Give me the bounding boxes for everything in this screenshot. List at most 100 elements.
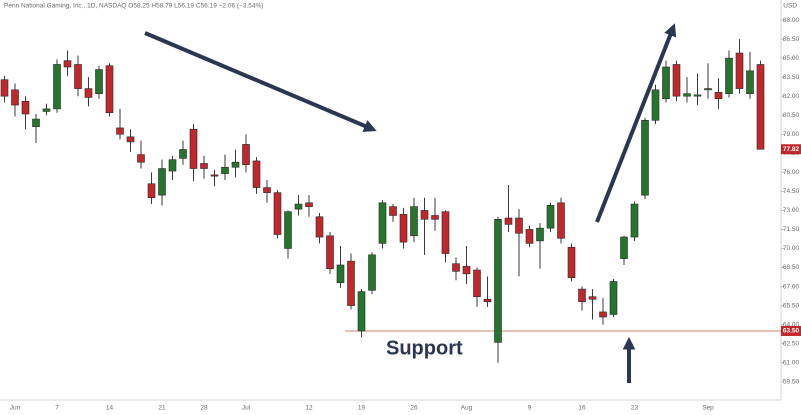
y-tick-label: 73.00 — [783, 207, 800, 214]
candle-body — [242, 144, 250, 166]
candle-body — [221, 166, 229, 174]
candle-body — [567, 246, 576, 278]
candle-body — [546, 205, 555, 229]
candle-body — [420, 210, 429, 220]
y-tick-label: 61.00 — [783, 359, 800, 366]
candle-body — [336, 264, 345, 284]
candle-body — [693, 94, 702, 97]
candle-body — [746, 70, 754, 94]
candle-body — [32, 118, 40, 127]
y-tick-label: 88.00 — [783, 17, 800, 24]
candle-body — [431, 215, 439, 220]
y-tick-label: 62.50 — [783, 340, 800, 347]
candle-body — [95, 69, 103, 94]
y-tick-label: 80.50 — [783, 112, 800, 119]
y-tick-label: 86.50 — [783, 36, 800, 43]
y-tick-label: 76.00 — [783, 169, 800, 176]
candle-body — [389, 206, 397, 216]
y-tick-label: 71.50 — [783, 226, 800, 233]
candle-body — [525, 229, 534, 244]
x-tick-label: Sep — [702, 405, 714, 412]
candle-body — [735, 52, 744, 89]
candle-body — [452, 263, 460, 272]
candle-body — [725, 57, 733, 94]
y-tick-label: 83.50 — [783, 74, 800, 81]
candle-body — [231, 161, 240, 168]
candle-body — [126, 136, 135, 143]
candle-body — [116, 127, 124, 135]
x-tick-label: 9 — [528, 405, 532, 412]
candle-body — [599, 311, 607, 318]
support-price-label: 63.50 — [783, 328, 800, 335]
candle-body — [515, 217, 523, 234]
candle-body — [609, 281, 618, 315]
candle-body — [84, 88, 93, 98]
candle-body — [483, 298, 492, 303]
x-tick-label: Aug — [461, 405, 473, 412]
candle-body — [651, 89, 660, 121]
candle-body — [462, 265, 471, 275]
x-tick-label: 16 — [578, 405, 586, 412]
candle-body — [305, 202, 313, 207]
candle-body — [704, 88, 712, 91]
candle-body — [0, 79, 9, 97]
candle-body — [536, 227, 544, 242]
candle-body — [273, 192, 282, 235]
y-tick-label: 65.50 — [783, 302, 800, 309]
candle-body — [756, 64, 765, 150]
candle-body — [672, 64, 681, 97]
candle-body — [504, 217, 513, 225]
candle-body — [473, 269, 481, 298]
y-tick-label: 79.00 — [783, 131, 800, 138]
candle-body — [42, 108, 51, 112]
candle-body — [179, 149, 187, 159]
x-tick-label: 23 — [631, 405, 639, 412]
candle-body — [210, 174, 219, 177]
candle-body — [252, 160, 261, 188]
y-tick-label: 64.00 — [783, 321, 800, 328]
x-tick-label: 19 — [358, 405, 366, 412]
candle-body — [21, 100, 30, 115]
price-labels: 77.82 63.50 — [781, 144, 801, 336]
x-tick-label: 21 — [158, 405, 166, 412]
candle-body — [714, 92, 723, 100]
candle-body — [263, 187, 271, 193]
y-tick-label: 74.50 — [783, 188, 800, 195]
candle-body — [683, 93, 691, 97]
support-annotation: Support — [386, 337, 463, 359]
x-tick-label: Jun — [10, 405, 21, 412]
plot: 59.50 61.00 62.50 64.00 65.50 67.00 68.50 70.00… — [0, 17, 800, 412]
support-price-box — [781, 325, 801, 336]
candle-body — [137, 154, 145, 163]
candle-body — [147, 183, 156, 199]
candle-body — [326, 235, 334, 270]
up-trend-arrow — [595, 23, 677, 223]
candle-body — [441, 211, 450, 254]
y-tick-label: 67.00 — [783, 283, 800, 290]
y-tick-label: 82.00 — [783, 93, 800, 100]
x-tick-label: 28 — [200, 405, 208, 412]
y-tick-label: 68.50 — [783, 264, 800, 271]
candle-body — [284, 211, 292, 249]
x-tick-label: Jul — [242, 405, 251, 412]
chart-title: Penn National Gaming, Inc., 1D, NASDAQ O… — [4, 3, 263, 10]
candle-body — [357, 291, 366, 332]
y-tick-label: 70.00 — [783, 245, 800, 252]
x-tick-label: 7 — [55, 405, 59, 412]
candle-body — [294, 203, 303, 210]
candle-body — [578, 288, 586, 303]
candle-body — [588, 296, 597, 300]
candle-body — [11, 89, 19, 106]
last-price-label: 77.82 — [783, 146, 800, 153]
candle-body — [557, 202, 565, 239]
candle-body — [74, 64, 82, 89]
candle-body — [158, 168, 166, 196]
x-tick-label: 26 — [410, 405, 418, 412]
y-tick-label: 59.50 — [783, 378, 800, 385]
currency: USD — [783, 3, 797, 10]
candle-body — [494, 218, 502, 343]
candle-body — [189, 128, 198, 169]
y-tick-label: 85.00 — [783, 55, 800, 62]
x-tick-label: 14 — [106, 405, 114, 412]
